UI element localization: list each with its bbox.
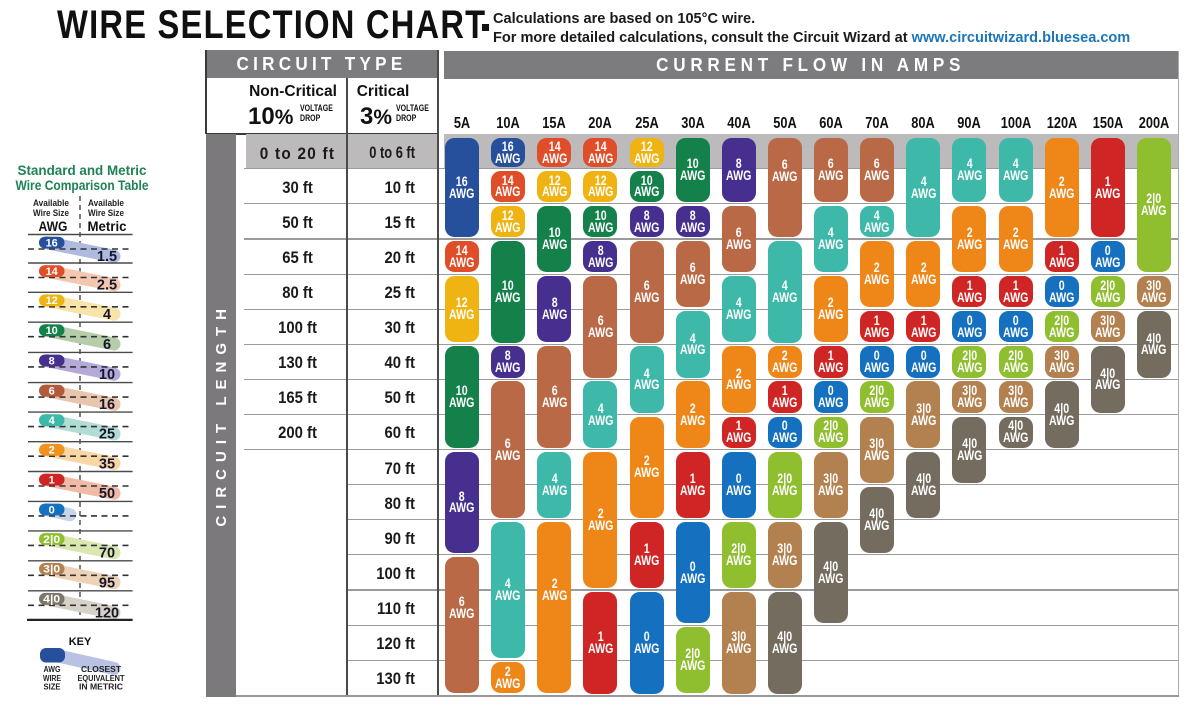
svg-text:50: 50: [99, 486, 115, 502]
svg-text:Wire Size: Wire Size: [88, 208, 124, 218]
svg-text:6: 6: [103, 337, 111, 353]
svg-text:AWG: AWG: [39, 218, 68, 234]
svg-text:4: 4: [49, 415, 56, 427]
svg-text:AWG: AWG: [44, 664, 61, 674]
svg-text:CLOSEST: CLOSEST: [81, 664, 122, 674]
svg-text:Metric: Metric: [88, 218, 127, 234]
svg-text:4: 4: [103, 307, 111, 323]
svg-text:25: 25: [99, 427, 115, 443]
svg-text:12: 12: [46, 295, 58, 307]
svg-text:KEY: KEY: [69, 636, 92, 648]
svg-text:Wire Size: Wire Size: [33, 208, 69, 218]
svg-text:Available: Available: [33, 198, 69, 208]
svg-text:120: 120: [95, 605, 119, 621]
svg-text:SIZE: SIZE: [44, 682, 61, 692]
svg-text:16: 16: [46, 237, 58, 249]
svg-text:EQUIVALENT: EQUIVALENT: [78, 673, 126, 683]
svg-text:3|0: 3|0: [43, 564, 60, 576]
svg-text:35: 35: [99, 456, 115, 472]
svg-text:Available: Available: [88, 198, 124, 208]
svg-text:1.5: 1.5: [97, 249, 117, 265]
svg-text:0: 0: [49, 504, 55, 516]
svg-text:6: 6: [49, 386, 55, 398]
svg-text:70: 70: [99, 546, 115, 562]
svg-text:1: 1: [49, 474, 55, 486]
svg-text:WIRE: WIRE: [43, 673, 61, 683]
svg-text:4|0: 4|0: [43, 594, 60, 606]
svg-text:IN METRIC: IN METRIC: [79, 682, 124, 692]
svg-text:14: 14: [46, 266, 59, 278]
svg-text:10: 10: [46, 325, 58, 337]
svg-text:2: 2: [49, 445, 55, 457]
svg-text:95: 95: [99, 575, 115, 591]
svg-text:Standard and Metric: Standard and Metric: [18, 163, 147, 178]
svg-text:10: 10: [99, 367, 115, 383]
svg-text:2|0: 2|0: [43, 534, 60, 546]
svg-text:2.5: 2.5: [97, 278, 117, 294]
svg-text:16: 16: [99, 397, 115, 413]
svg-text:Wire Comparison Table: Wire Comparison Table: [16, 178, 149, 193]
svg-text:8: 8: [49, 355, 55, 367]
